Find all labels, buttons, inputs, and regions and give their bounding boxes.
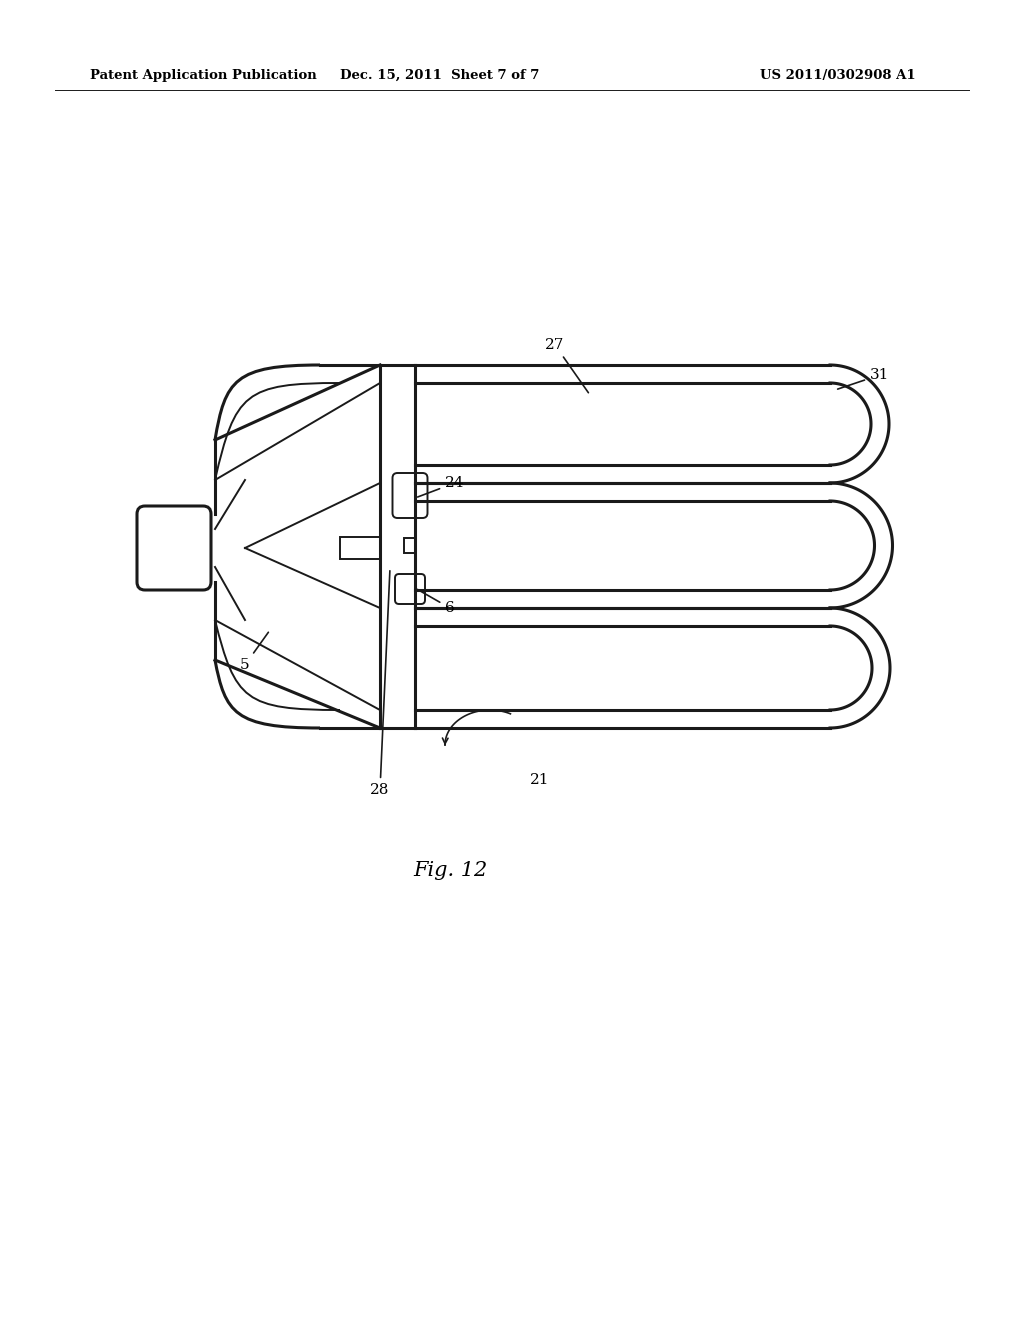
Text: Fig. 12: Fig. 12 (413, 861, 487, 879)
FancyBboxPatch shape (137, 506, 211, 590)
Text: 24: 24 (418, 477, 465, 498)
Text: 28: 28 (371, 570, 390, 797)
Text: 31: 31 (838, 368, 890, 389)
Text: 5: 5 (241, 632, 268, 672)
Bar (340, 537, 380, 558)
Text: US 2011/0302908 A1: US 2011/0302908 A1 (760, 69, 915, 82)
Text: Patent Application Publication: Patent Application Publication (90, 69, 316, 82)
Bar (404, 539, 416, 553)
Text: 27: 27 (546, 338, 589, 393)
FancyBboxPatch shape (392, 473, 427, 517)
Text: 21: 21 (530, 774, 550, 787)
Text: Dec. 15, 2011  Sheet 7 of 7: Dec. 15, 2011 Sheet 7 of 7 (340, 69, 540, 82)
Text: 6: 6 (418, 590, 455, 615)
FancyBboxPatch shape (395, 574, 425, 605)
